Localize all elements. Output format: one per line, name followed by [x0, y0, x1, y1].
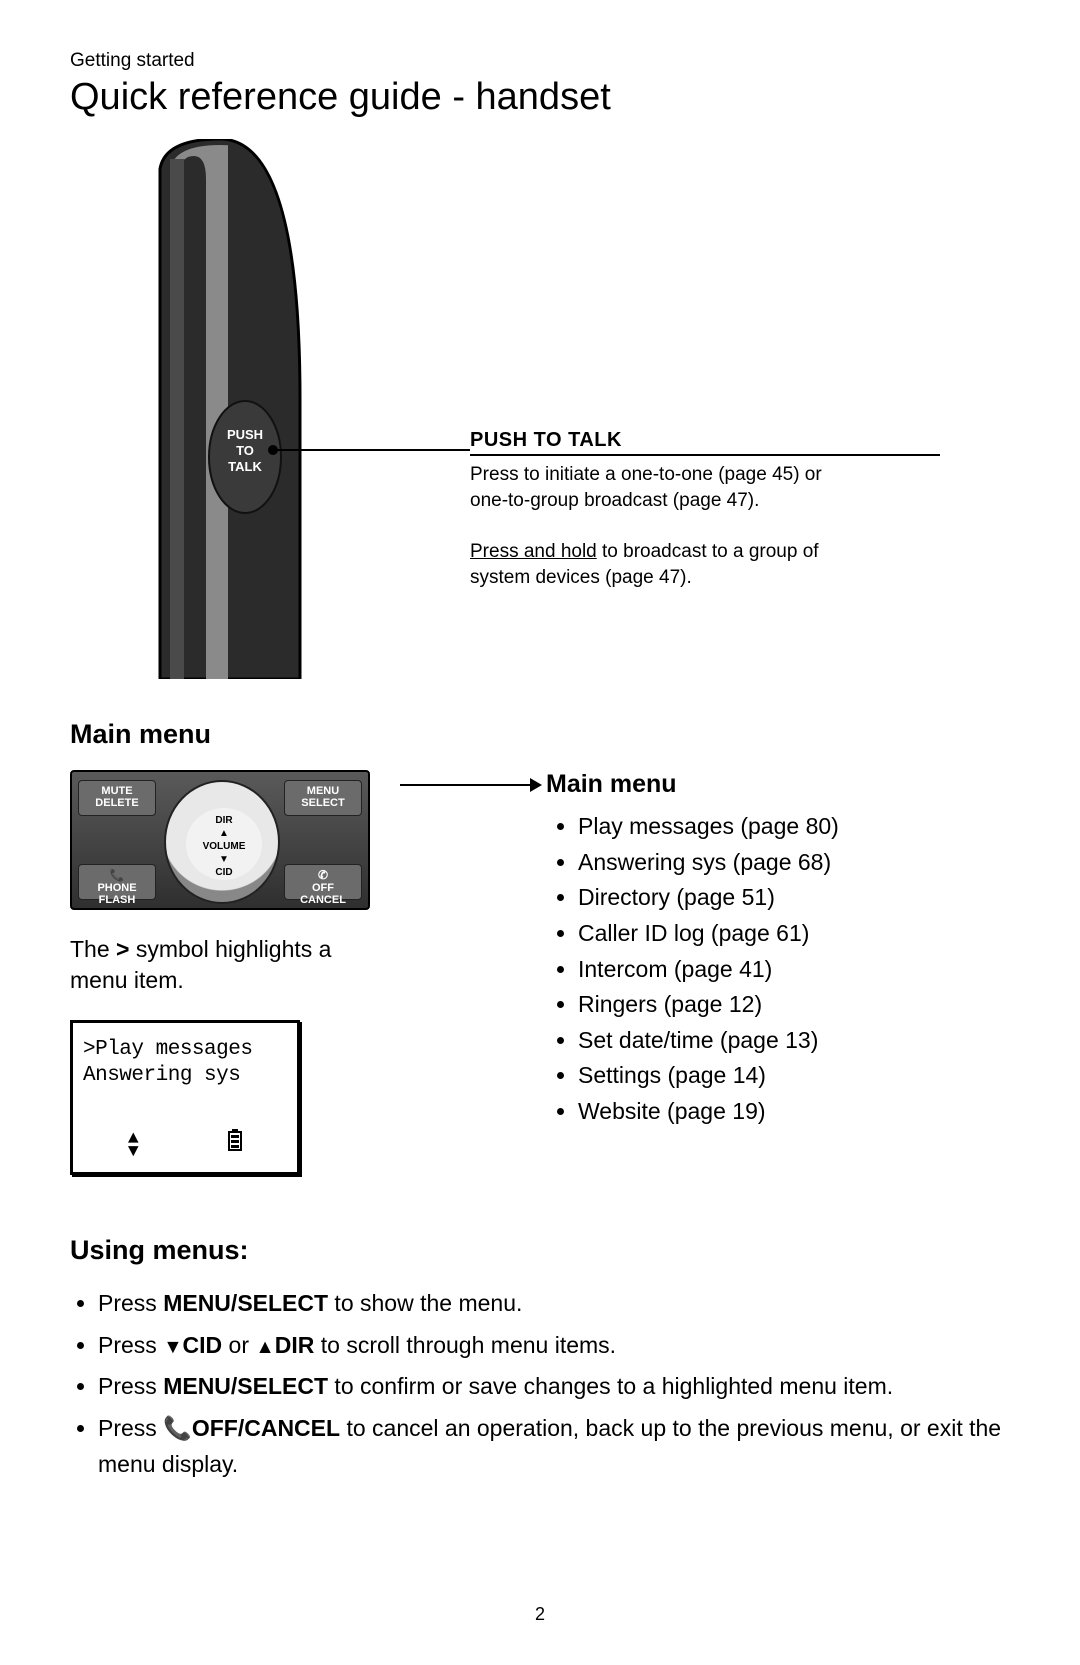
- main-menu-list: Play messages (page 80) Answering sys (p…: [550, 809, 1010, 1130]
- page-number: 2: [0, 1604, 1080, 1625]
- using-step: Press MENU/SELECT to show the menu.: [98, 1286, 1010, 1322]
- svg-text:TALK: TALK: [228, 459, 262, 474]
- down-triangle-icon: [163, 1332, 182, 1358]
- menu-item: Answering sys (page 68): [578, 845, 1010, 881]
- page-title: Quick reference guide - handset: [70, 76, 1010, 119]
- using-step: Press MENU/SELECT to confirm or save cha…: [98, 1369, 1010, 1405]
- svg-text:TO: TO: [236, 443, 254, 458]
- menu-right-col: Main menu Play messages (page 80) Answer…: [430, 770, 1010, 1130]
- lcd-row-1: >Play messages: [83, 1037, 287, 1063]
- up-triangle-icon: [255, 1332, 274, 1358]
- phone-slash-icon: 📞: [163, 1415, 192, 1441]
- using-step: Press 📞OFF/CANCEL to cancel an operation…: [98, 1411, 1010, 1482]
- keypad-mute-delete: MUTEDELETE: [78, 780, 156, 816]
- using-menus-list: Press MENU/SELECT to show the menu. Pres…: [70, 1286, 1010, 1482]
- callout-body: Press to initiate a one-to-one (page 45)…: [470, 462, 940, 590]
- section-label: Getting started: [70, 50, 1010, 72]
- keypad-menu-select: MENUSELECT: [284, 780, 362, 816]
- lcd-screen-example: >Play messages Answering sys ▲▼: [70, 1020, 300, 1175]
- main-menu-heading: Main menu: [70, 719, 1010, 750]
- lcd-battery-icon: [228, 1129, 242, 1159]
- keypad-off-cancel: OFFCANCEL: [284, 864, 362, 900]
- menu-item: Ringers (page 12): [578, 987, 1010, 1023]
- keypad-phone-flash: PHONEFLASH: [78, 864, 156, 900]
- push-to-talk-callout: PUSH TO TALK Press to initiate a one-to-…: [470, 429, 940, 590]
- menu-item: Directory (page 51): [578, 880, 1010, 916]
- callout-arrow: [270, 449, 470, 451]
- keypad-illustration: MUTEDELETE MENUSELECT PHONEFLASH OFFCANC…: [70, 770, 370, 910]
- menu-item: Settings (page 14): [578, 1058, 1010, 1094]
- handset-illustration: PUSH TO TALK: [70, 139, 330, 684]
- ptt-line1: PUSH: [227, 427, 263, 442]
- menu-item: Website (page 19): [578, 1094, 1010, 1130]
- main-menu-row: MUTEDELETE MENUSELECT PHONEFLASH OFFCANC…: [70, 770, 1010, 1175]
- menu-item: Play messages (page 80): [578, 809, 1010, 845]
- keypad-nav-ring: DIR▲ VOLUME▼ CID: [164, 780, 280, 904]
- menu-left-col: MUTEDELETE MENUSELECT PHONEFLASH OFFCANC…: [70, 770, 430, 1175]
- menu-item: Intercom (page 41): [578, 952, 1010, 988]
- menu-arrow: [400, 784, 540, 786]
- callout-title: PUSH TO TALK: [470, 429, 940, 456]
- lcd-row-2: Answering sys: [83, 1063, 287, 1089]
- menu-item: Caller ID log (page 61): [578, 916, 1010, 952]
- lcd-updown-icon: ▲▼: [128, 1133, 138, 1158]
- using-step: Press CID or DIR to scroll through menu …: [98, 1328, 1010, 1364]
- symbol-highlight-note: The > symbol highlights a menu item.: [70, 934, 390, 996]
- handset-callout-row: PUSH TO TALK PUSH TO TALK Press to initi…: [70, 139, 1010, 679]
- using-menus-heading: Using menus:: [70, 1235, 1010, 1266]
- menu-item: Set date/time (page 13): [578, 1023, 1010, 1059]
- submenu-title: Main menu: [546, 770, 677, 799]
